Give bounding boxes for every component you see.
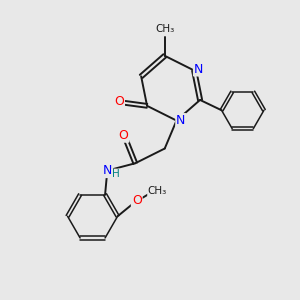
- Text: N: N: [176, 114, 186, 127]
- Text: O: O: [132, 194, 142, 207]
- Text: CH₃: CH₃: [148, 186, 167, 196]
- Text: N: N: [194, 62, 203, 76]
- Text: CH₃: CH₃: [155, 24, 174, 34]
- Text: O: O: [118, 129, 128, 142]
- Text: H: H: [112, 169, 119, 179]
- Text: O: O: [114, 95, 124, 108]
- Text: N: N: [103, 164, 112, 177]
